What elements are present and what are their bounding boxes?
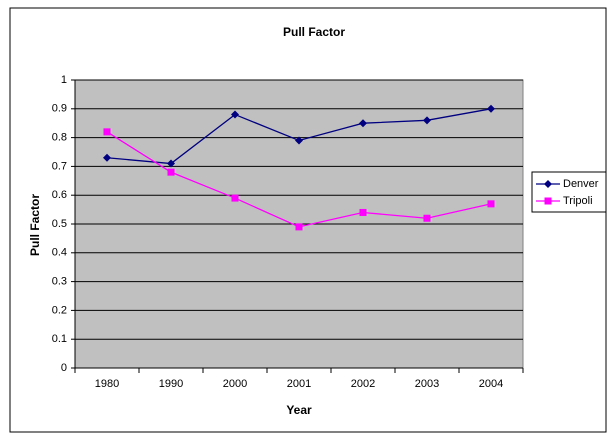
marker — [167, 159, 175, 168]
y-tick-label: 0.3 — [52, 276, 67, 288]
x-tick-label: 2004 — [479, 378, 503, 390]
marker — [231, 194, 239, 202]
marker — [167, 168, 175, 176]
x-tick-label: 1980 — [95, 378, 119, 390]
x-tick-label: 2003 — [415, 378, 439, 390]
y-tick-label: 0.5 — [52, 218, 67, 230]
marker — [103, 153, 111, 162]
y-tick-label: 0.9 — [52, 103, 67, 115]
marker — [295, 223, 303, 231]
legend-label: Tripoli — [563, 195, 593, 207]
y-tick-label: 0.8 — [52, 132, 67, 144]
marker — [359, 208, 367, 216]
marker — [231, 110, 239, 119]
y-tick-label: 0.4 — [52, 247, 67, 259]
y-tick-label: 0.2 — [52, 304, 67, 316]
chart-title: Pull Factor — [283, 25, 345, 39]
marker — [544, 180, 552, 188]
marker — [487, 104, 495, 113]
x-axis-label: Year — [286, 403, 312, 417]
marker — [295, 136, 303, 145]
legend-label: Denver — [563, 178, 599, 190]
y-axis-label: Pull Factor — [28, 194, 42, 256]
y-tick-label: 0 — [61, 362, 67, 374]
y-tick-label: 1 — [61, 74, 67, 86]
marker — [103, 128, 111, 136]
y-tick-label: 0.1 — [52, 333, 67, 345]
x-tick-label: 2000 — [223, 378, 247, 390]
marker — [423, 116, 431, 125]
marker — [544, 197, 552, 205]
y-tick-label: 0.6 — [52, 189, 67, 201]
legend — [531, 171, 607, 213]
y-tick-label: 0.7 — [52, 160, 67, 172]
x-tick-label: 2001 — [287, 378, 311, 390]
marker — [359, 119, 367, 128]
x-tick-label: 1990 — [159, 378, 183, 390]
x-tick-label: 2002 — [351, 378, 375, 390]
marker — [423, 214, 431, 222]
marker — [487, 200, 495, 208]
